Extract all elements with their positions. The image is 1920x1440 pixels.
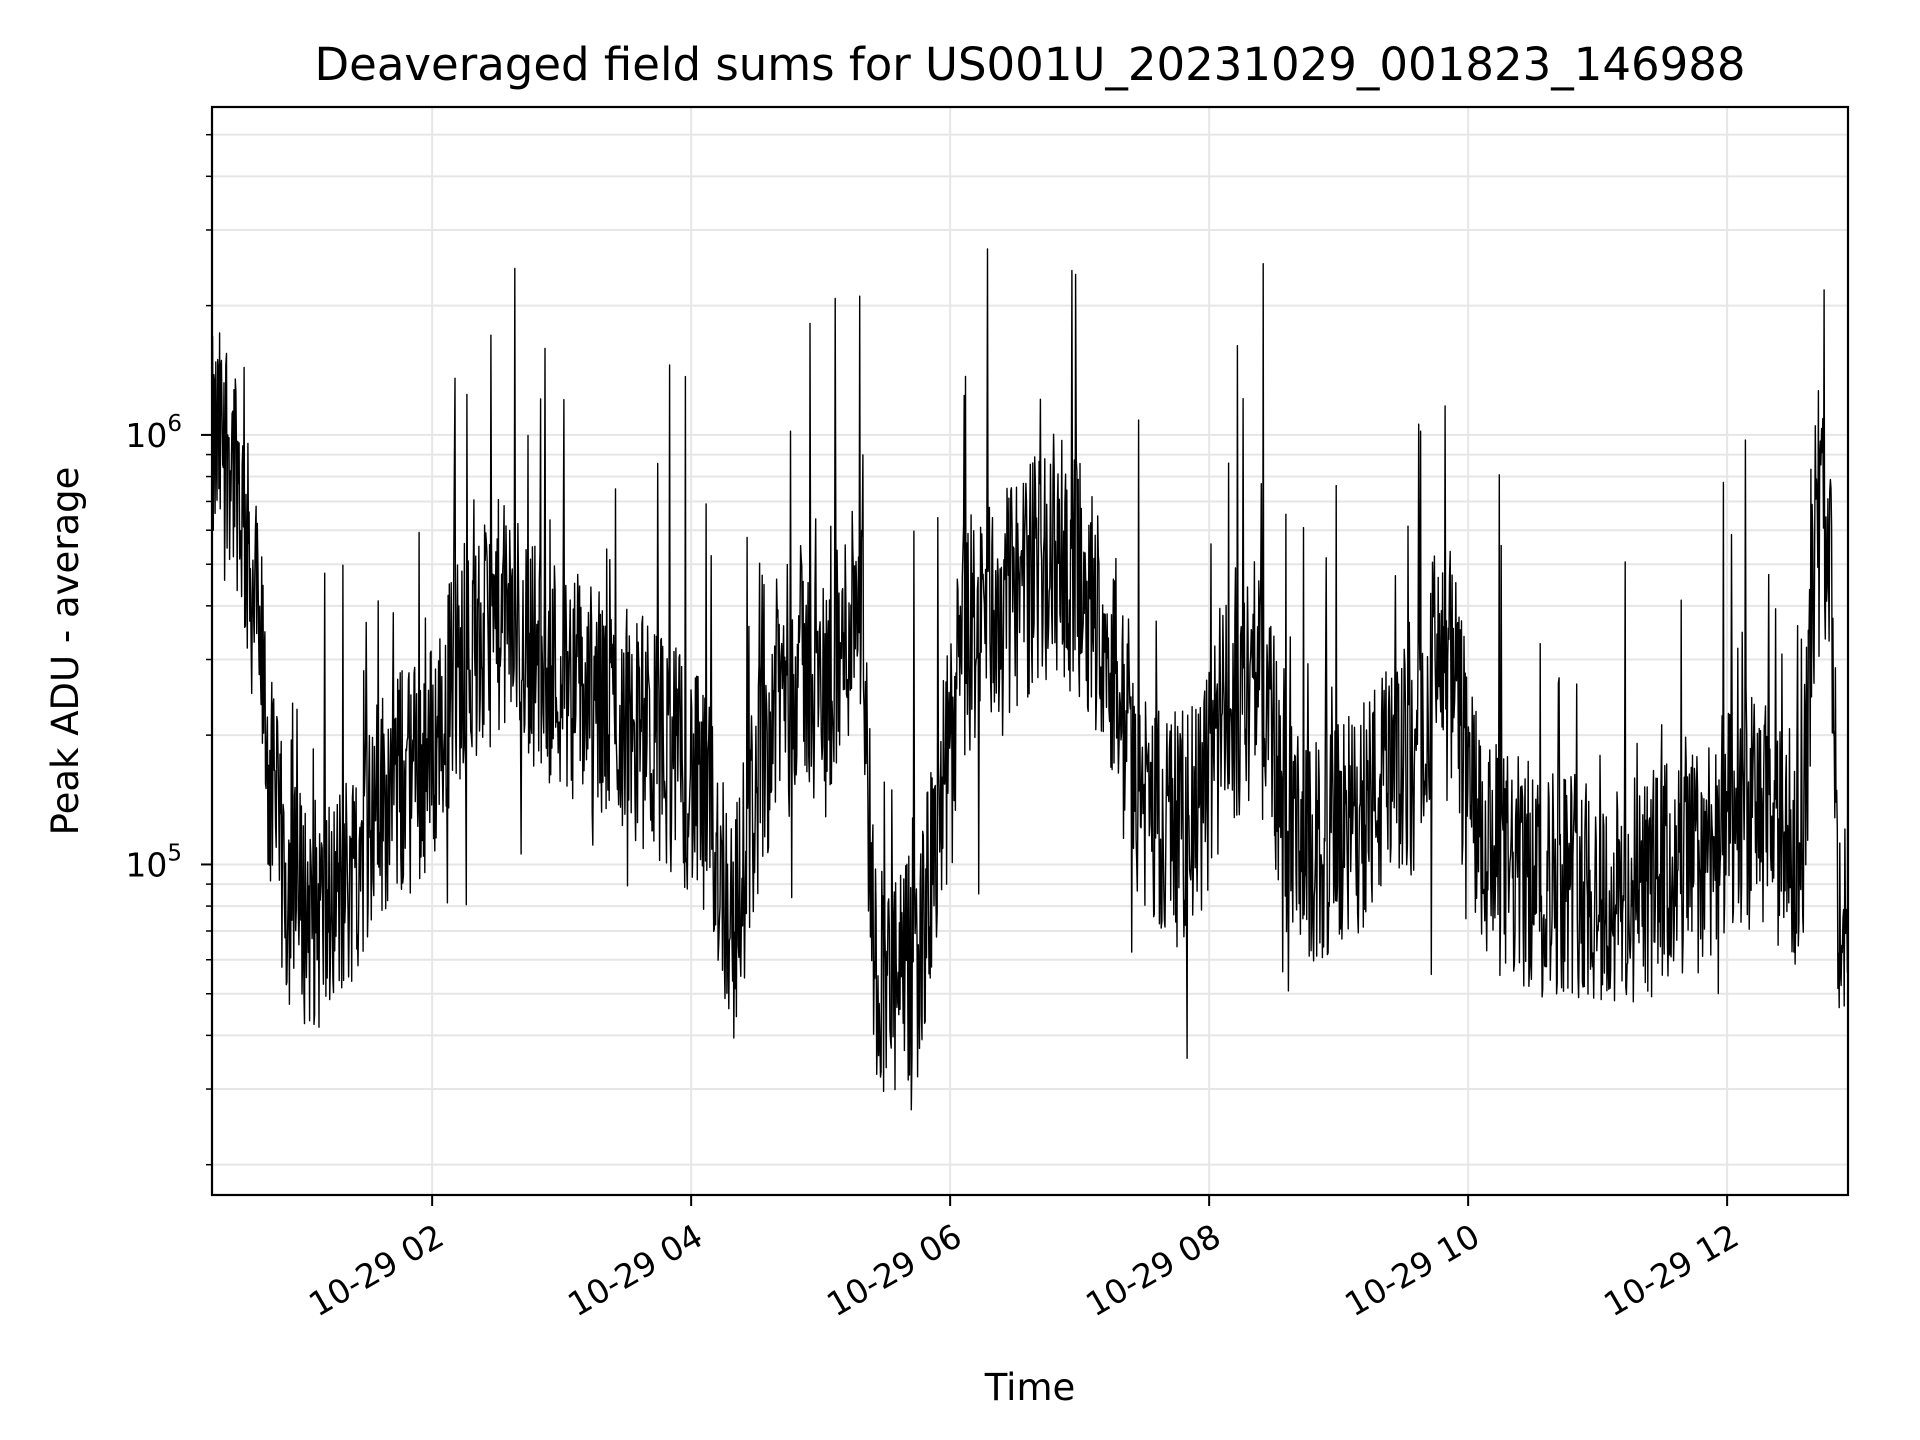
data-layer	[211, 248, 1849, 1111]
y-axis-label: Peak ADU - average	[44, 467, 87, 836]
y-tick-label: 105	[125, 840, 182, 884]
x-axis-label: Time	[984, 1366, 1076, 1409]
y-tick-label: 106	[125, 411, 182, 455]
chart-title: Deaveraged field sums for US001U_2023102…	[315, 38, 1746, 91]
series-line	[211, 248, 1849, 1111]
plot-frame	[210, 105, 1850, 1197]
